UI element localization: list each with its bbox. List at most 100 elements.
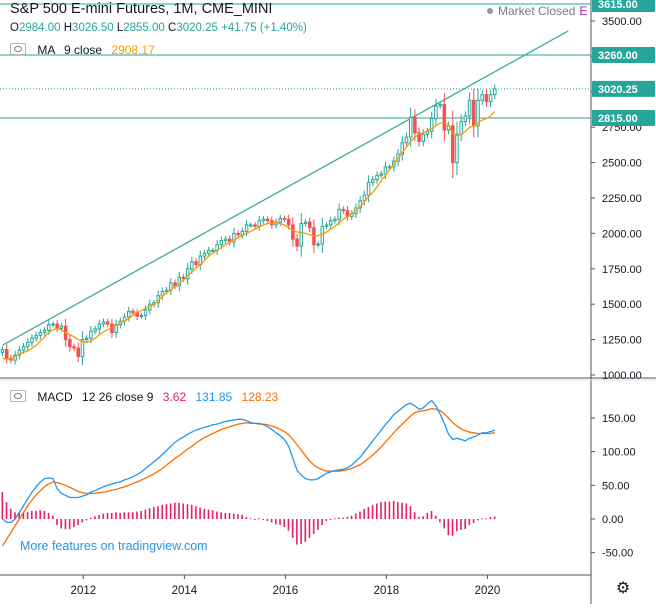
candle-body xyxy=(278,218,282,223)
candle-body xyxy=(303,221,308,224)
macd-hist-bar xyxy=(413,512,416,519)
macd-hist-bar xyxy=(98,514,100,519)
high-value: 3026.50 xyxy=(72,22,114,34)
time-axis[interactable]: 2012 2014 2016 2018 2020 xyxy=(0,574,591,597)
candle-body xyxy=(38,332,43,336)
candle-body xyxy=(425,130,430,135)
symbol-title-row[interactable]: S&P 500 E-mini Futures, 1M, CME_MINI xyxy=(10,1,273,17)
symbol-title[interactable]: S&P 500 E-mini Futures xyxy=(10,1,166,17)
macd-lines xyxy=(1,399,495,547)
macd-hist-bar xyxy=(296,519,298,545)
macd-hist-bar xyxy=(397,502,399,519)
candle-body xyxy=(476,99,480,127)
market-status-badge: E xyxy=(579,4,588,18)
candle-body xyxy=(26,341,30,348)
macd-axis: -50.00 0.00 50.00 100.00 150.00 xyxy=(591,413,636,560)
macd-hist-bar xyxy=(300,519,302,544)
macd-hist-bar xyxy=(481,518,483,520)
macd-hist-bar xyxy=(182,503,185,519)
candle-body xyxy=(30,337,34,343)
macd-hist-bar xyxy=(81,519,84,523)
macd-hist-bar xyxy=(266,519,269,522)
macd-hist-bar xyxy=(439,519,441,523)
candle-body xyxy=(257,220,261,227)
close-value: 3020.25 xyxy=(176,22,218,34)
macd-hist-bar xyxy=(85,519,88,521)
macd-tick-label: 50.00 xyxy=(602,480,630,492)
candle-body xyxy=(328,220,333,226)
macd-histogram xyxy=(1,492,496,545)
macd-hist-bar xyxy=(333,518,336,520)
price-label-text: 3260.00 xyxy=(598,50,638,62)
candle-body xyxy=(143,309,148,317)
candle-body xyxy=(202,252,207,257)
candle-body xyxy=(59,325,64,329)
macd-hist-bar xyxy=(232,513,235,519)
macd-hist-bar xyxy=(89,517,92,519)
macd-hist-bar xyxy=(317,519,319,530)
macd-hist-bar xyxy=(140,510,142,519)
promo-link[interactable]: More features on tradingview.com xyxy=(20,539,208,553)
trend-line[interactable] xyxy=(2,30,569,346)
close-label: C xyxy=(168,22,177,34)
macd-hist-bar xyxy=(106,512,109,519)
macd-hist-bar xyxy=(409,506,412,519)
macd-hist-bar xyxy=(9,508,12,519)
eye-icon[interactable] xyxy=(10,390,26,402)
price-axis: 1000.00 1250.00 1500.00 1750.00 2000.00 2250.… xyxy=(591,16,642,382)
candle-body xyxy=(21,346,26,351)
market-status[interactable]: Market Closed E xyxy=(487,4,587,18)
candle-body xyxy=(80,339,85,358)
macd-tick-label: 150.00 xyxy=(602,413,636,425)
price-label-text: 3615.00 xyxy=(598,0,638,11)
macd-hist-bar xyxy=(325,519,328,522)
candle-body xyxy=(408,116,413,138)
price-labels: 3615.00 3260.00 3020.25 2815.00 xyxy=(592,0,655,126)
ma-legend[interactable]: MA 9 close 2908.17 xyxy=(10,43,155,57)
trend-line-segment xyxy=(2,30,569,346)
macd-legend[interactable]: MACD 12 26 close 9 3.62 131.85 128.23 xyxy=(10,390,278,404)
macd-hist-bar xyxy=(216,511,218,519)
macd-hist-bar xyxy=(30,510,33,519)
candle-body xyxy=(324,224,329,227)
candle-body xyxy=(295,238,299,247)
macd-hist-bar xyxy=(178,502,180,519)
candle-body xyxy=(76,347,81,358)
price-tick-label: 3500.00 xyxy=(602,16,642,28)
candle-body xyxy=(438,104,442,107)
candle-body xyxy=(164,289,169,292)
macd-hist-bar xyxy=(123,512,126,519)
interval-label[interactable]: 1M xyxy=(173,1,194,17)
status-dot-icon xyxy=(487,8,493,14)
macd-hist-bar xyxy=(228,512,231,519)
candle-body xyxy=(244,224,249,232)
candle-body xyxy=(261,218,266,222)
eye-icon[interactable] xyxy=(10,43,26,55)
macd-hist-bar xyxy=(73,519,75,528)
macd-hist-bar xyxy=(350,515,353,519)
signal-series xyxy=(1,407,495,547)
ma-line xyxy=(2,111,496,361)
macd-hist-bar xyxy=(489,516,492,519)
candle-body xyxy=(286,218,291,226)
macd-tick-label: 100.00 xyxy=(602,447,636,459)
candle-body xyxy=(253,224,257,227)
macd-hist-bar xyxy=(253,519,256,520)
candle-body xyxy=(72,346,76,349)
macd-hist-bar xyxy=(388,501,391,519)
macd-hist-bar xyxy=(291,519,294,538)
candle-body xyxy=(493,88,497,96)
macd-value: 131.85 xyxy=(195,390,233,404)
time-tick-label: 2012 xyxy=(71,585,97,597)
macd-hist-bar xyxy=(443,519,445,529)
macd-hist-bar xyxy=(380,502,382,519)
candle-body xyxy=(480,94,484,101)
candle-body xyxy=(126,310,131,318)
gear-icon[interactable]: ⚙ xyxy=(615,580,631,597)
candle-body xyxy=(223,238,228,241)
time-tick-label: 2014 xyxy=(172,585,198,597)
candle-body xyxy=(240,230,245,236)
candle-body xyxy=(316,243,320,246)
